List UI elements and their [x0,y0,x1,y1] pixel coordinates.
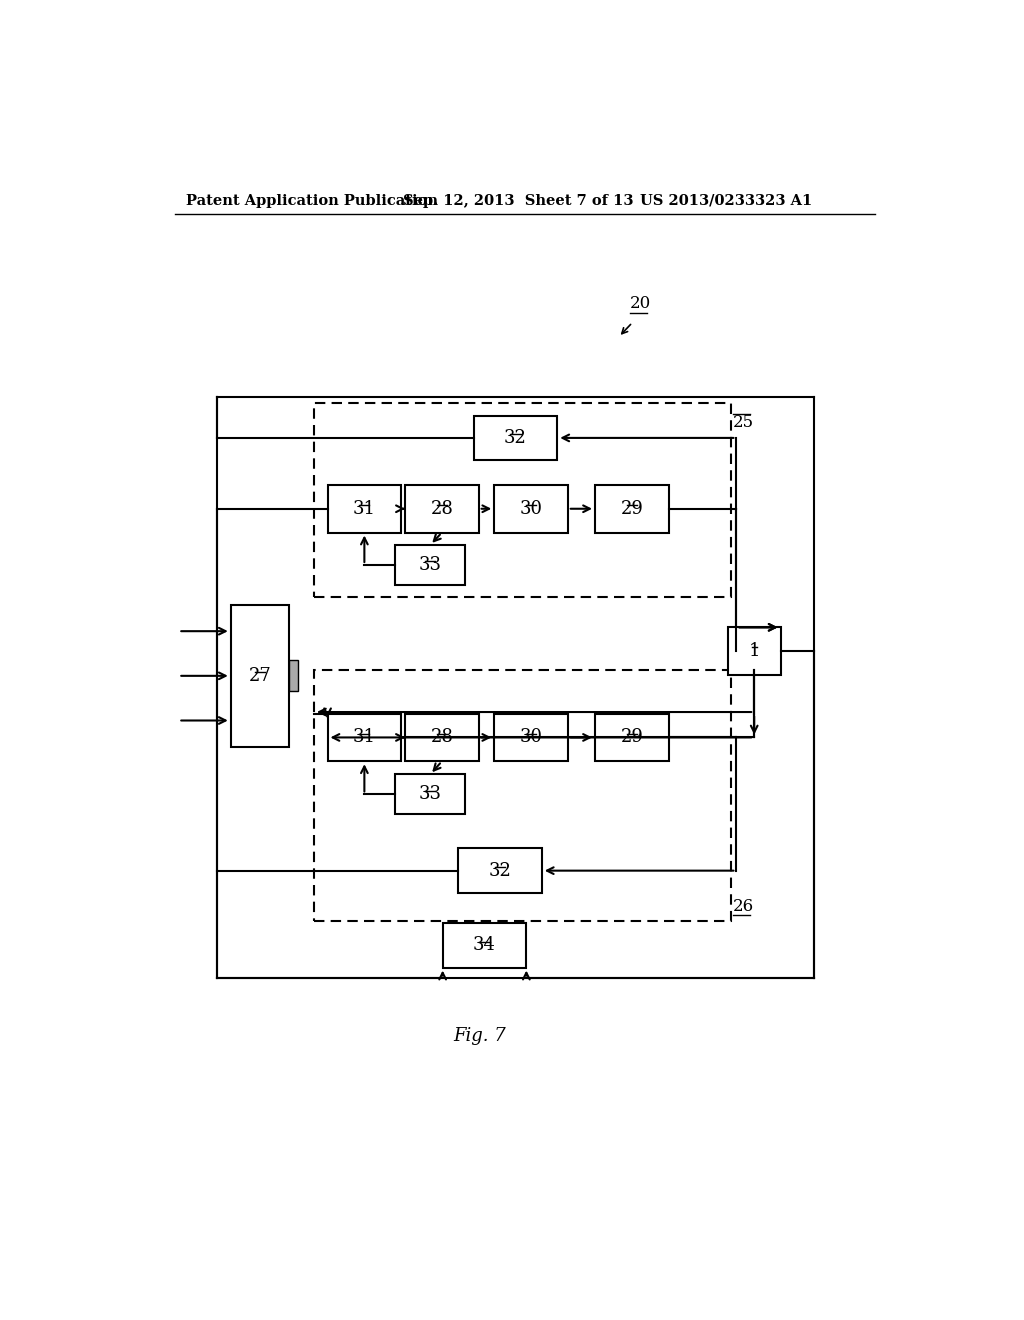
Text: 28: 28 [430,729,454,746]
FancyBboxPatch shape [728,627,780,675]
Text: 32: 32 [504,429,527,447]
FancyBboxPatch shape [406,484,478,533]
Text: 25: 25 [732,414,754,432]
FancyBboxPatch shape [328,484,401,533]
Text: 34: 34 [473,936,496,954]
FancyBboxPatch shape [458,849,542,892]
Text: Fig. 7: Fig. 7 [454,1027,506,1045]
Text: 28: 28 [430,500,454,517]
Text: 31: 31 [353,729,376,746]
Text: 27: 27 [249,667,271,685]
Text: 33: 33 [419,556,441,574]
FancyBboxPatch shape [395,545,465,585]
Text: 30: 30 [519,500,543,517]
Text: 30: 30 [519,729,543,746]
Text: Patent Application Publication: Patent Application Publication [186,194,438,207]
FancyBboxPatch shape [442,923,526,968]
FancyBboxPatch shape [595,714,669,762]
Text: Sep. 12, 2013  Sheet 7 of 13: Sep. 12, 2013 Sheet 7 of 13 [403,194,634,207]
FancyBboxPatch shape [230,605,289,747]
Text: 32: 32 [488,862,511,879]
Text: 31: 31 [353,500,376,517]
Text: 1: 1 [749,643,760,660]
FancyBboxPatch shape [474,416,557,461]
Text: 29: 29 [621,729,643,746]
Text: US 2013/0233323 A1: US 2013/0233323 A1 [640,194,812,207]
FancyBboxPatch shape [395,775,465,814]
Text: 29: 29 [621,500,643,517]
Text: 20: 20 [630,296,651,313]
FancyBboxPatch shape [406,714,478,762]
Text: 26: 26 [732,898,754,915]
FancyBboxPatch shape [328,714,401,762]
FancyBboxPatch shape [595,484,669,533]
Text: 33: 33 [419,785,441,804]
FancyBboxPatch shape [495,484,568,533]
FancyBboxPatch shape [495,714,568,762]
FancyBboxPatch shape [289,660,298,692]
